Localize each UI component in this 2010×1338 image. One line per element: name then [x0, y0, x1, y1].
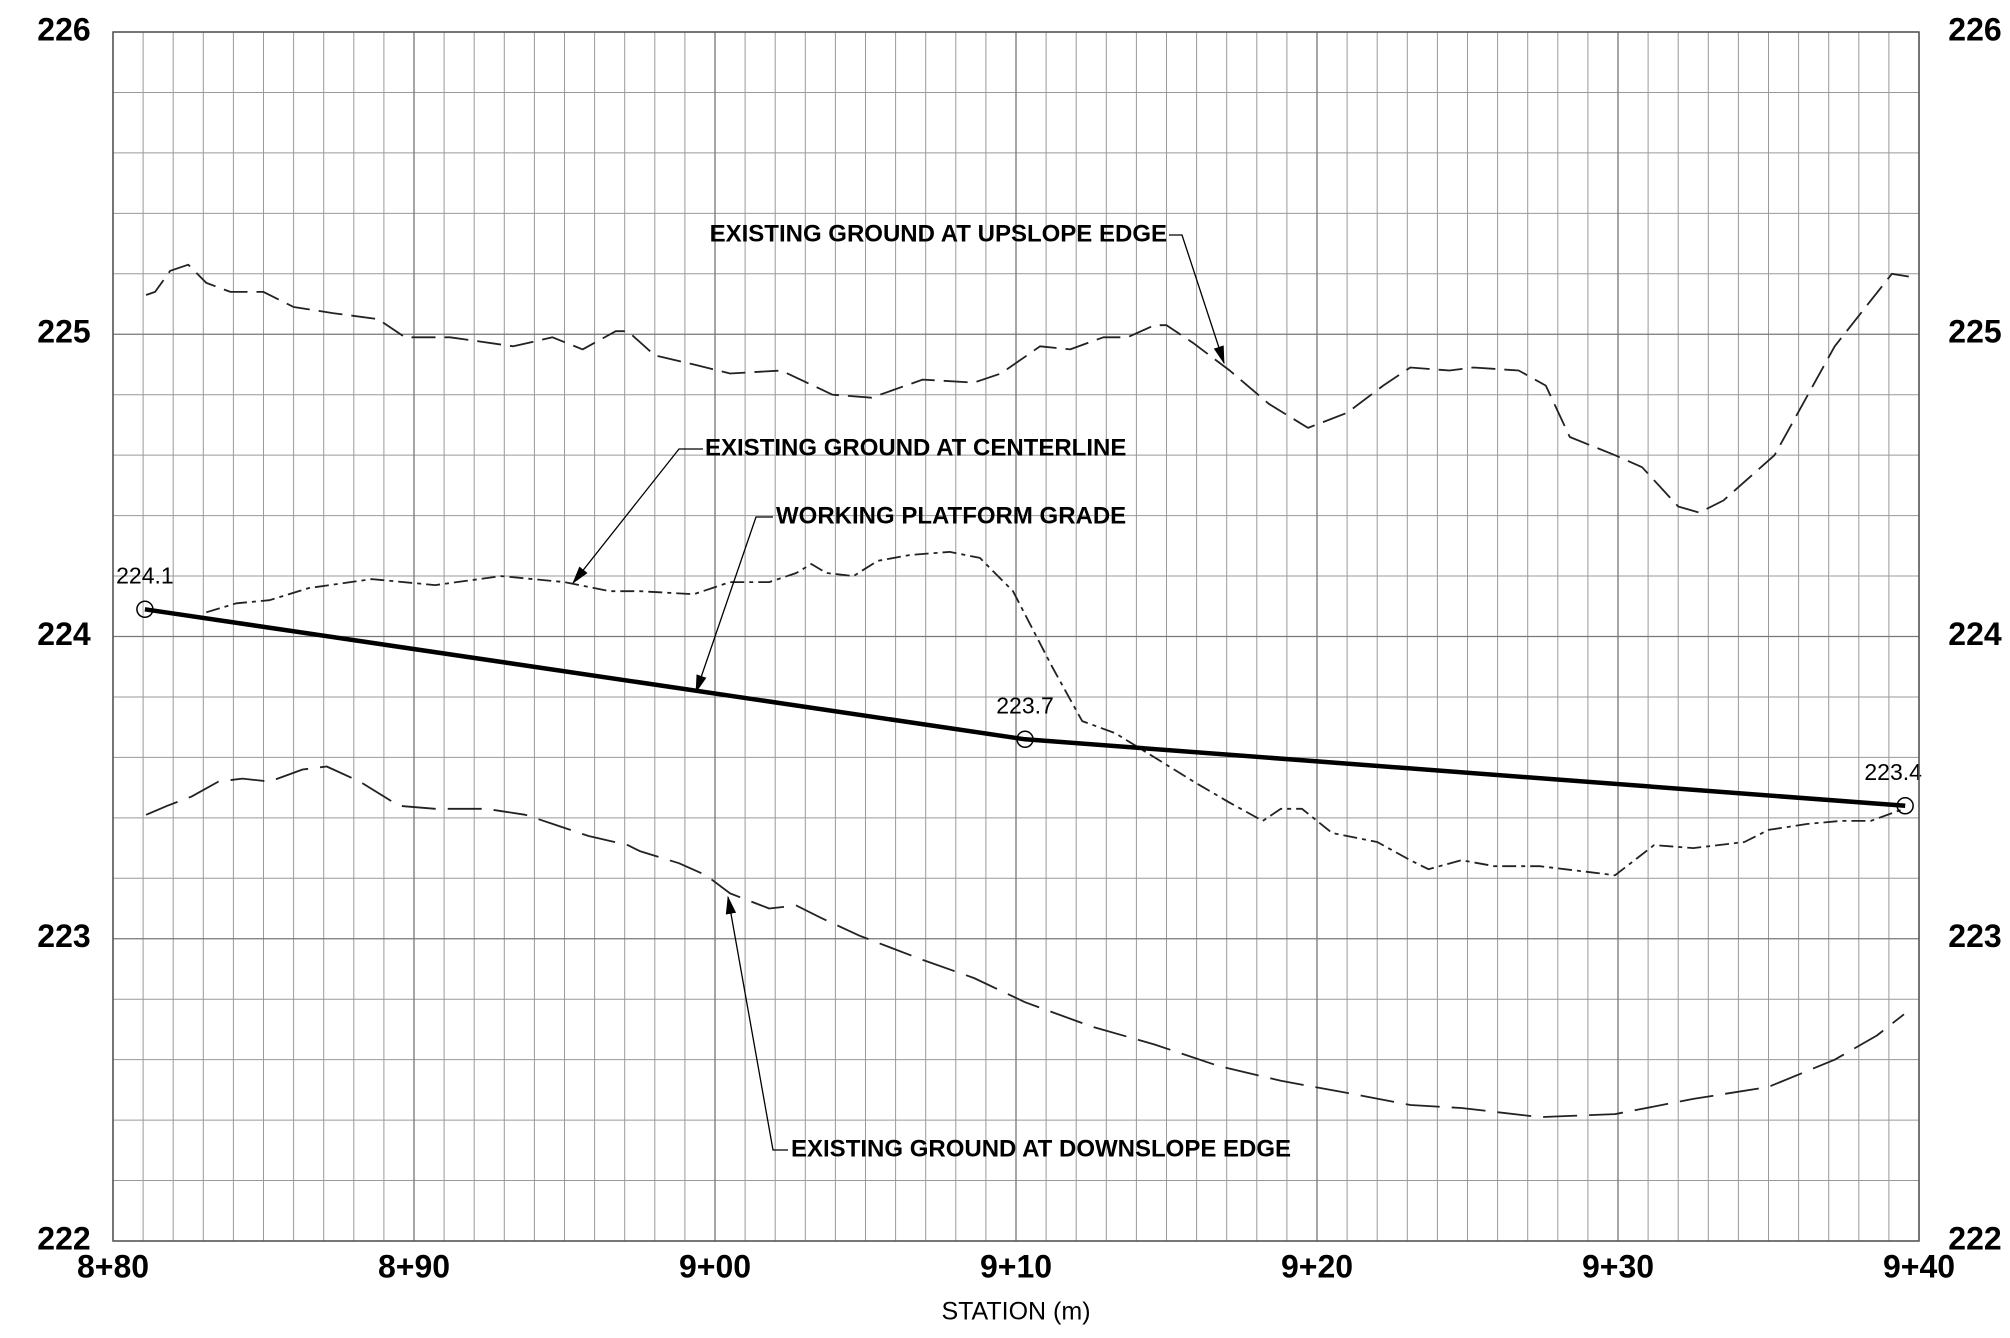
y-tick-label-right: 223 — [1948, 918, 2001, 954]
series-line — [145, 765, 1905, 1118]
x-tick-label: 9+40 — [1883, 1248, 1955, 1284]
y-tick-label: 224 — [37, 616, 91, 652]
series-callout: WORKING PLATFORM GRADE — [776, 502, 1126, 529]
value-label: 224.1 — [116, 562, 174, 588]
point-marker — [1896, 797, 1914, 815]
y-tick-label: 222 — [37, 1220, 90, 1256]
y-tick-label-right: 224 — [1948, 616, 2002, 652]
x-tick-label: 9+20 — [1281, 1248, 1353, 1284]
y-tick-label: 226 — [37, 11, 90, 47]
y-tick-label: 223 — [37, 918, 90, 954]
x-tick-label: 8+80 — [77, 1248, 149, 1284]
x-tick-label: 9+30 — [1582, 1248, 1654, 1284]
series-line — [206, 551, 1905, 877]
y-tick-label: 225 — [37, 314, 90, 350]
y-tick-label-right: 226 — [1948, 11, 2001, 47]
x-axis-label: STATION (m) — [941, 1298, 1090, 1326]
x-tick-label: 9+00 — [679, 1248, 751, 1284]
plot-border — [112, 31, 1920, 1242]
series-line — [144, 607, 1906, 809]
callout-leader — [572, 448, 703, 585]
point-marker — [136, 600, 154, 619]
series-callout: EXISTING GROUND AT CENTERLINE — [705, 434, 1126, 461]
value-label: 223.4 — [1864, 759, 1922, 785]
point-marker — [1016, 730, 1034, 749]
series-callout: EXISTING GROUND AT UPSLOPE EDGE — [710, 220, 1167, 247]
series-line — [145, 263, 1911, 514]
y-tick-label-right: 222 — [1948, 1220, 2001, 1256]
y-tick-label-right: 225 — [1948, 314, 2001, 350]
x-tick-label: 9+10 — [980, 1248, 1052, 1284]
x-tick-label: 8+90 — [378, 1248, 450, 1284]
series-callout: EXISTING GROUND AT DOWNSLOPE EDGE — [791, 1135, 1291, 1162]
value-label: 223.7 — [996, 692, 1054, 718]
callout-leader — [1169, 234, 1225, 365]
callout-leader — [695, 516, 773, 694]
callout-leader — [725, 895, 788, 1151]
